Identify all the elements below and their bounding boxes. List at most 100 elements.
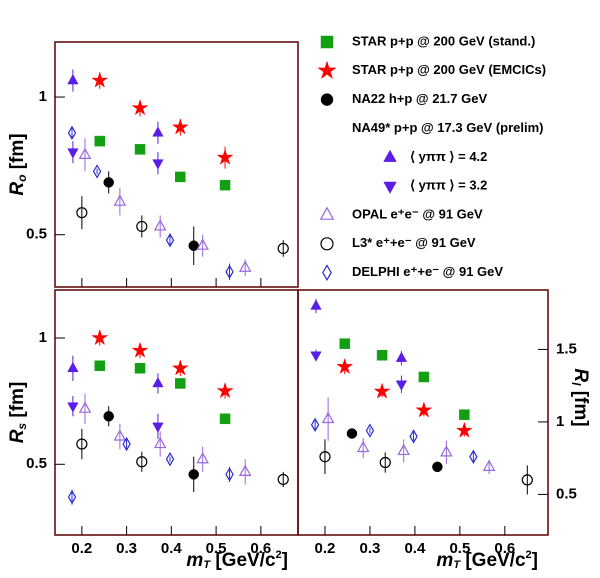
x-tick-label: 0.4 [404, 540, 426, 557]
legend-swatch [319, 207, 335, 223]
y-tick-label: 1 [39, 329, 47, 346]
marker [122, 436, 131, 452]
marker [373, 382, 391, 399]
marker [91, 329, 109, 346]
marker [76, 207, 88, 219]
label-subscript: l [569, 382, 583, 386]
marker [225, 467, 234, 482]
legend-label: OPAL e⁺e⁻ @ 91 GeV [352, 206, 483, 221]
marker [152, 159, 164, 170]
legend-marker [320, 35, 334, 49]
x-tick-label: 0.6 [494, 540, 515, 557]
marker [336, 357, 354, 375]
marker [136, 220, 148, 233]
label-symbol: m [186, 550, 203, 571]
label-superscript: 2 [276, 549, 282, 561]
marker [395, 351, 408, 362]
marker [482, 459, 496, 471]
label-superscript: 2 [526, 549, 532, 561]
legend-header: NA49* p+p @ 17.3 GeV (prelim) [352, 120, 544, 135]
marker [277, 473, 289, 486]
panel-frame [297, 289, 549, 536]
label-unit: [fm] [570, 385, 591, 426]
legend-marker [317, 60, 337, 80]
marker [379, 456, 391, 469]
marker [440, 445, 453, 457]
marker [356, 440, 370, 453]
legend-label: L3* e⁺+e⁻ @ 91 GeV [352, 235, 476, 250]
marker [219, 413, 231, 425]
marker [310, 299, 322, 310]
y-tick-label: 0.5 [26, 455, 47, 472]
x-tick-label: 0.3 [116, 540, 137, 557]
marker [113, 429, 127, 441]
label-subscript: o [15, 175, 29, 182]
x-tick-label: 0.3 [360, 540, 381, 557]
marker [459, 409, 470, 420]
x-tick-label: 0.2 [71, 540, 92, 557]
marker [92, 164, 102, 179]
marker [175, 171, 186, 183]
label-unit: [fm] [7, 382, 28, 423]
marker [346, 428, 358, 439]
marker [171, 359, 189, 376]
legend-label: STAR p+p @ 200 GeV (stand.) [352, 33, 535, 48]
marker [415, 401, 433, 418]
marker [134, 144, 146, 155]
label-unit: [GeV/c [210, 550, 276, 571]
legend-marker [322, 264, 332, 281]
label-subscript: T [203, 559, 211, 571]
marker [319, 451, 331, 463]
x-tick-label: 0.5 [449, 540, 470, 557]
label-symbol: R [7, 182, 28, 196]
y-axis-label: Ro [fm] [7, 133, 29, 195]
marker [94, 360, 106, 372]
marker [188, 469, 199, 480]
legend-label: ⟨ yππ ⟩ = 4.2 [410, 149, 487, 164]
marker [67, 361, 79, 373]
y-tick-label: 0.5 [556, 485, 577, 502]
y-tick-label: 0.5 [26, 226, 47, 243]
marker [397, 443, 410, 456]
marker [67, 148, 79, 159]
legend-marker [319, 206, 335, 220]
legend-label: ⟨ yππ ⟩ = 3.2 [410, 178, 487, 193]
marker [67, 489, 77, 505]
marker [395, 380, 408, 391]
y-tick-label: 1 [556, 413, 564, 430]
legend-label: NA22 h+p @ 21.7 GeV [352, 91, 487, 106]
x-axis-label: mT [GeV/c2] [436, 549, 538, 571]
marker [136, 456, 148, 468]
marker [175, 378, 186, 389]
marker [153, 219, 167, 231]
marker [376, 349, 388, 361]
x-axis-label: mT [GeV/c2] [186, 549, 288, 571]
marker [113, 194, 127, 206]
marker [103, 177, 114, 188]
marker [432, 461, 443, 473]
y-tick-label: 1 [39, 88, 47, 105]
marker [196, 238, 209, 250]
marker [153, 436, 167, 449]
marker [67, 402, 79, 413]
marker [521, 474, 533, 486]
x-tick-label: 0.2 [315, 540, 336, 557]
marker [238, 464, 252, 476]
marker [455, 421, 473, 438]
marker [219, 179, 231, 191]
legend-swatch [319, 265, 335, 281]
marker [321, 411, 335, 424]
marker [152, 126, 164, 137]
label-symbol: R [570, 368, 591, 382]
marker [310, 417, 320, 433]
marker [225, 264, 234, 280]
label-symbol: R [7, 429, 28, 443]
legend-marker [320, 93, 334, 106]
x-tick-label: 0.5 [206, 540, 227, 557]
marker [196, 451, 209, 464]
marker [152, 376, 164, 388]
label-symbol: m [436, 550, 453, 571]
marker [76, 438, 88, 450]
legend-marker [383, 149, 397, 162]
